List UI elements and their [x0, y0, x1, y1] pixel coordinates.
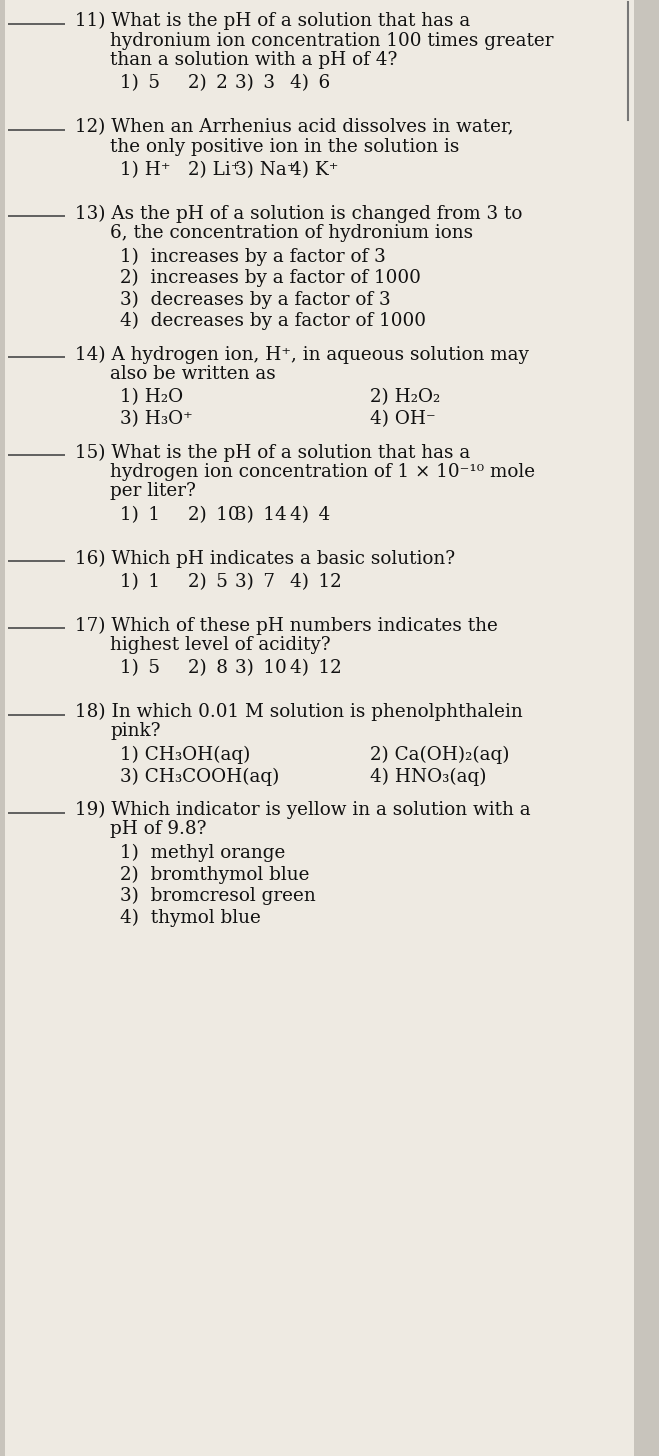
- Text: 4) OH⁻: 4) OH⁻: [370, 411, 436, 428]
- Text: 15) What is the pH of a solution that has a: 15) What is the pH of a solution that ha…: [75, 444, 471, 462]
- Text: 4)  12: 4) 12: [290, 660, 341, 677]
- Text: 2)  5: 2) 5: [188, 574, 228, 591]
- Text: also be written as: also be written as: [110, 365, 275, 383]
- Text: pink?: pink?: [110, 722, 161, 741]
- Text: 2)  bromthymol blue: 2) bromthymol blue: [120, 865, 310, 884]
- Text: the only positive ion in the solution is: the only positive ion in the solution is: [110, 137, 459, 156]
- Text: 1) CH₃OH(aq): 1) CH₃OH(aq): [120, 745, 250, 764]
- Text: 3)  bromcresol green: 3) bromcresol green: [120, 887, 316, 906]
- Text: 3) Na⁺: 3) Na⁺: [235, 162, 297, 179]
- Text: 3)  7: 3) 7: [235, 574, 275, 591]
- Text: 4)  4: 4) 4: [290, 507, 330, 524]
- Text: highest level of acidity?: highest level of acidity?: [110, 636, 331, 654]
- Text: 16) Which pH indicates a basic solution?: 16) Which pH indicates a basic solution?: [75, 549, 455, 568]
- Text: than a solution with a pH of 4?: than a solution with a pH of 4?: [110, 51, 397, 68]
- Text: 17) Which of these pH numbers indicates the: 17) Which of these pH numbers indicates …: [75, 616, 498, 635]
- Text: 1)  5: 1) 5: [120, 660, 160, 677]
- Text: 3) CH₃COOH(aq): 3) CH₃COOH(aq): [120, 767, 279, 786]
- Text: 1)  methyl orange: 1) methyl orange: [120, 844, 285, 862]
- Text: 4)  decreases by a factor of 1000: 4) decreases by a factor of 1000: [120, 312, 426, 331]
- Text: 1) H₂O: 1) H₂O: [120, 389, 183, 406]
- Text: 2)  10: 2) 10: [188, 507, 240, 524]
- Text: 1)  1: 1) 1: [120, 574, 160, 591]
- Text: 2)  increases by a factor of 1000: 2) increases by a factor of 1000: [120, 269, 421, 287]
- Text: 19) Which indicator is yellow in a solution with a: 19) Which indicator is yellow in a solut…: [75, 801, 530, 820]
- Text: 11) What is the pH of a solution that has a: 11) What is the pH of a solution that ha…: [75, 12, 471, 31]
- Text: 1)  1: 1) 1: [120, 507, 160, 524]
- Text: 3)  3: 3) 3: [235, 74, 275, 93]
- Text: 4)  thymol blue: 4) thymol blue: [120, 909, 261, 927]
- Text: 2) H₂O₂: 2) H₂O₂: [370, 389, 440, 406]
- Text: 2)  8: 2) 8: [188, 660, 228, 677]
- Text: 2) Li⁺: 2) Li⁺: [188, 162, 241, 179]
- Text: per liter?: per liter?: [110, 482, 196, 501]
- Text: 14) A hydrogen ion, H⁺, in aqueous solution may: 14) A hydrogen ion, H⁺, in aqueous solut…: [75, 345, 529, 364]
- Text: 4) HNO₃(aq): 4) HNO₃(aq): [370, 767, 486, 786]
- Text: 18) In which 0.01 M solution is phenolphthalein: 18) In which 0.01 M solution is phenolph…: [75, 703, 523, 721]
- Text: 3)  10: 3) 10: [235, 660, 287, 677]
- Text: hydrogen ion concentration of 1 × 10⁻¹⁰ mole: hydrogen ion concentration of 1 × 10⁻¹⁰ …: [110, 463, 535, 480]
- Text: 12) When an Arrhenius acid dissolves in water,: 12) When an Arrhenius acid dissolves in …: [75, 118, 513, 135]
- Text: 1)  increases by a factor of 3: 1) increases by a factor of 3: [120, 248, 386, 266]
- Text: 4)  6: 4) 6: [290, 74, 330, 93]
- Text: 3)  decreases by a factor of 3: 3) decreases by a factor of 3: [120, 291, 391, 309]
- Text: 4) K⁺: 4) K⁺: [290, 162, 338, 179]
- Text: 3) H₃O⁺: 3) H₃O⁺: [120, 411, 192, 428]
- Text: pH of 9.8?: pH of 9.8?: [110, 821, 206, 839]
- Text: hydronium ion concentration 100 times greater: hydronium ion concentration 100 times gr…: [110, 32, 554, 50]
- Text: 3)  14: 3) 14: [235, 507, 287, 524]
- Text: 2)  2: 2) 2: [188, 74, 228, 93]
- Text: 1)  5: 1) 5: [120, 74, 160, 93]
- Text: 6, the concentration of hydronium ions: 6, the concentration of hydronium ions: [110, 224, 473, 242]
- Text: 13) As the pH of a solution is changed from 3 to: 13) As the pH of a solution is changed f…: [75, 204, 523, 223]
- Text: 4)  12: 4) 12: [290, 574, 341, 591]
- Text: 1) H⁺: 1) H⁺: [120, 162, 171, 179]
- Text: 2) Ca(OH)₂(aq): 2) Ca(OH)₂(aq): [370, 745, 509, 764]
